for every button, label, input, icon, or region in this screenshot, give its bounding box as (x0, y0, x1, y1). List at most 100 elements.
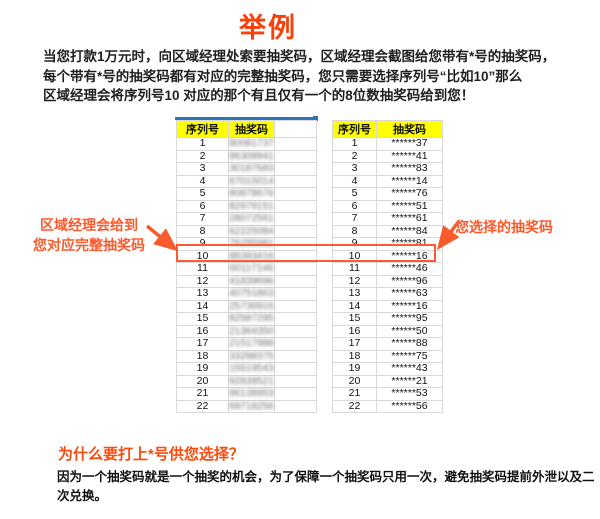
left-table-header-row: 序列号 抽奖码 (176, 120, 317, 138)
serial-cell: 20 (176, 374, 229, 388)
table-row: 9 76295981 (176, 237, 317, 251)
serial-cell: 1 (332, 137, 377, 151)
serial-cell: 12 (332, 274, 377, 288)
table-row: 2 ******41 (332, 149, 443, 163)
footer-heading: 为什么要打上*号供您选择？ (58, 446, 244, 463)
code-cell: ******53 (376, 387, 443, 401)
code-cell: ******83 (376, 162, 443, 176)
table-row: 7 ******61 (332, 212, 443, 226)
table-row: 13 40751863 (176, 287, 317, 301)
empty-cell (274, 187, 317, 201)
empty-cell (274, 312, 317, 326)
serial-cell: 11 (332, 262, 377, 276)
serial-cell: 15 (176, 312, 229, 326)
table-row: 21 ******53 (332, 387, 443, 401)
empty-cell (274, 399, 317, 413)
empty-cell (274, 274, 317, 288)
code-cell: 21364350 (228, 324, 275, 338)
code-cell: ******43 (376, 362, 443, 376)
empty-cell (274, 137, 317, 151)
code-cell: ******88 (376, 337, 443, 351)
column-header-serial: 序列号 (332, 120, 377, 138)
table-row: 22 69718256 (176, 399, 317, 413)
table-row: 2 86308941 (176, 149, 317, 163)
table-row: 6 ******51 (332, 199, 443, 213)
empty-cell (274, 149, 317, 163)
code-cell: 67015014 (228, 174, 275, 188)
empty-cell (274, 362, 317, 376)
code-cell: ******37 (376, 137, 443, 151)
serial-cell: 8 (332, 224, 377, 238)
code-cell: ******63 (376, 287, 443, 301)
serial-cell: 4 (332, 174, 377, 188)
code-cell: 28072561 (228, 212, 275, 226)
empty-cell (274, 262, 317, 276)
left-table: 序列号 抽奖码 1 80081737 2 86308941 3 30187683 4 6701… (176, 120, 317, 413)
empty-cell (274, 199, 317, 213)
table-row: 4 ******14 (332, 174, 443, 188)
intro-paragraph: 当您打款1万元时，向区域经理处索要抽奖码，区域经理会截图给您带有*号的抽奖码， … (43, 49, 556, 103)
code-cell: 96138953 (228, 387, 275, 401)
column-header-code: 抽奖码 (228, 120, 275, 138)
code-cell: 82587295 (228, 312, 275, 326)
footer-text: 因为一个抽奖码就是一个抽奖的机会，为了保障一个抽奖码只用一次，避免抽奖码提前外泄… (57, 470, 595, 503)
serial-cell: 18 (332, 349, 377, 363)
serial-cell: 5 (332, 187, 377, 201)
empty-cell (274, 287, 317, 301)
table-row: 1 80081737 (176, 137, 317, 151)
table-row: 11 60117146 (176, 262, 317, 276)
serial-cell: 13 (176, 287, 229, 301)
code-cell: 80081737 (228, 137, 275, 151)
serial-cell: 22 (176, 399, 229, 413)
table-row: 5 ******76 (332, 187, 443, 201)
table-row: 4 67015014 (176, 174, 317, 188)
serial-cell: 20 (332, 374, 377, 388)
code-cell: 86308941 (228, 149, 275, 163)
code-cell: ******16 (376, 299, 443, 313)
code-cell: ******84 (376, 224, 443, 238)
code-cell: 40751863 (228, 287, 275, 301)
serial-cell: 4 (176, 174, 229, 188)
excel-selection-handle (313, 116, 318, 121)
code-cell: ******76 (376, 187, 443, 201)
right-table: 序列号 抽奖码 1 ******37 2 ******41 3 ******83 4 ****… (332, 120, 443, 413)
table-row: 16 21364350 (176, 324, 317, 338)
table-row: 10 ******16 (332, 249, 443, 263)
empty-cell (274, 174, 317, 188)
empty-cell (274, 324, 317, 338)
excel-selection-line (175, 117, 317, 120)
code-cell: ******61 (376, 212, 443, 226)
serial-cell: 22 (332, 399, 377, 413)
code-cell: 82978151 (228, 199, 275, 213)
serial-cell: 16 (176, 324, 229, 338)
code-cell: ******14 (376, 174, 443, 188)
table-row: 19 15519543 (176, 362, 317, 376)
code-cell: ******51 (376, 199, 443, 213)
table-row: 8 ******84 (332, 224, 443, 238)
table-row: 21 96138953 (176, 387, 317, 401)
serial-cell: 17 (176, 337, 229, 351)
serial-cell: 14 (332, 299, 377, 313)
code-cell: 60117146 (228, 262, 275, 276)
table-row: 15 82587295 (176, 312, 317, 326)
serial-cell: 3 (332, 162, 377, 176)
annotation-right: 您选择的抽奖码 (455, 219, 553, 235)
table-row: 3 30187683 (176, 162, 317, 176)
column-header-code: 抽奖码 (376, 120, 443, 138)
code-cell: 69718256 (228, 399, 275, 413)
table-row: 12 41839696 (176, 274, 317, 288)
table-row: 18 ******75 (332, 349, 443, 363)
table-row: 13 ******63 (332, 287, 443, 301)
code-cell: 62225084 (228, 224, 275, 238)
table-row: 8 62225084 (176, 224, 317, 238)
serial-cell: 16 (332, 324, 377, 338)
table-row: 20 ******21 (332, 374, 443, 388)
table-row: 18 33298375 (176, 349, 317, 363)
code-cell: ******41 (376, 149, 443, 163)
code-cell: ******46 (376, 262, 443, 276)
table-row: 9 ******81 (332, 237, 443, 251)
serial-cell: 7 (332, 212, 377, 226)
serial-cell: 6 (332, 199, 377, 213)
serial-cell: 19 (176, 362, 229, 376)
code-cell: ******21 (376, 374, 443, 388)
